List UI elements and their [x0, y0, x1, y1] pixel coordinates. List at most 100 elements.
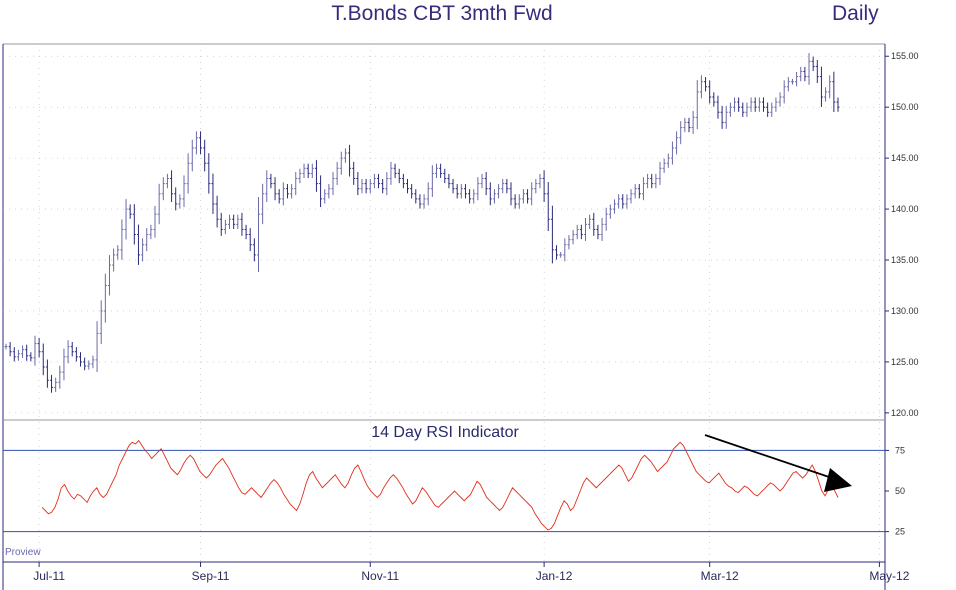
price-bar [484, 172, 488, 196]
price-bar [112, 248, 116, 272]
price-bar [153, 205, 157, 238]
price-bar [372, 173, 376, 189]
price-bar [393, 163, 397, 179]
price-bar [832, 71, 836, 113]
price-bar [199, 131, 203, 155]
trend-arrow-head [824, 468, 852, 492]
price-bar [675, 131, 679, 155]
price-bar [608, 204, 612, 219]
price-bar [819, 66, 823, 107]
x-tick-label: Sep-11 [192, 569, 230, 583]
price-bar [513, 194, 517, 209]
x-tick-label: Jan-12 [536, 569, 573, 583]
price-bar [364, 178, 368, 194]
price-bar [116, 245, 120, 260]
price-bar [339, 151, 343, 175]
price-bar [12, 347, 16, 362]
price-bar [8, 341, 12, 357]
price-tick-label: 150.00 [891, 102, 919, 112]
rsi-tick-label: 25 [895, 527, 905, 537]
price-bar [501, 178, 505, 194]
price-bar [319, 175, 323, 208]
price-bar [145, 228, 149, 252]
price-bar [733, 97, 737, 112]
price-bar [509, 182, 513, 206]
price-bar [327, 184, 331, 199]
price-bar [149, 224, 153, 240]
price-bar [269, 173, 273, 189]
price-bar [298, 168, 302, 184]
price-bar [480, 173, 484, 189]
price-bar [463, 184, 467, 199]
price-bar [724, 105, 728, 129]
price-bar [182, 175, 186, 208]
price-bar [397, 168, 401, 184]
price-bar [244, 224, 248, 240]
price-bar [33, 335, 37, 366]
price-bar [228, 214, 232, 229]
price-bar [786, 77, 790, 92]
price-bar [579, 224, 583, 240]
price-bar [136, 224, 140, 265]
price-bar [385, 172, 389, 196]
price-bar [439, 163, 443, 179]
price-bar [103, 273, 107, 323]
price-bar [348, 144, 352, 177]
price-bar [555, 245, 559, 260]
price-bar [575, 224, 579, 240]
price-bar [66, 340, 70, 364]
price-bars [4, 53, 840, 393]
price-bar [666, 153, 670, 168]
price-bar [596, 224, 600, 240]
price-bar [790, 78, 794, 85]
price-bar [741, 102, 745, 117]
price-bar [381, 178, 385, 194]
price-bar [343, 148, 347, 163]
price-bar [285, 184, 289, 199]
price-bar [679, 121, 683, 145]
price-bar [807, 53, 811, 85]
price-bar [646, 173, 650, 189]
price-bar [699, 75, 703, 99]
price-bar [430, 165, 434, 197]
price-bar [712, 92, 716, 107]
price-bar [323, 189, 327, 204]
price-bar [443, 168, 447, 184]
price-bar [472, 189, 476, 204]
price-bar [641, 177, 645, 201]
price-bar [389, 161, 393, 185]
price-bar [766, 102, 770, 117]
price-bar [559, 252, 563, 258]
rsi-line [41, 439, 839, 531]
price-bar [91, 355, 95, 369]
trend-arrow-shaft [704, 434, 833, 479]
price-bar [828, 75, 832, 99]
rsi-title: 14 Day RSI Indicator [371, 424, 519, 441]
price-bar [704, 77, 708, 92]
price-bar [4, 343, 8, 350]
price-bar [58, 365, 62, 389]
price-bar [120, 219, 124, 260]
price-bar [588, 214, 592, 229]
price-bar [770, 102, 774, 117]
price-bar [720, 105, 724, 129]
price-bar [16, 349, 20, 361]
price-bar [314, 160, 318, 192]
price-bar [451, 178, 455, 194]
price-bar [604, 207, 608, 231]
price-bar [281, 182, 285, 206]
price-bar [45, 359, 49, 388]
price-bar [434, 163, 438, 179]
price-bar [265, 170, 269, 202]
price-bar [37, 337, 41, 358]
price-bar [50, 374, 54, 393]
price-bar [215, 195, 219, 228]
price-bar [716, 95, 720, 119]
x-tick-label: Nov-11 [361, 569, 399, 583]
price-bar [194, 131, 198, 155]
price-bar [629, 189, 633, 204]
price-bar [306, 163, 310, 179]
price-tick-label: 125.00 [891, 357, 919, 367]
price-bar [517, 194, 521, 209]
price-bar [795, 71, 799, 87]
